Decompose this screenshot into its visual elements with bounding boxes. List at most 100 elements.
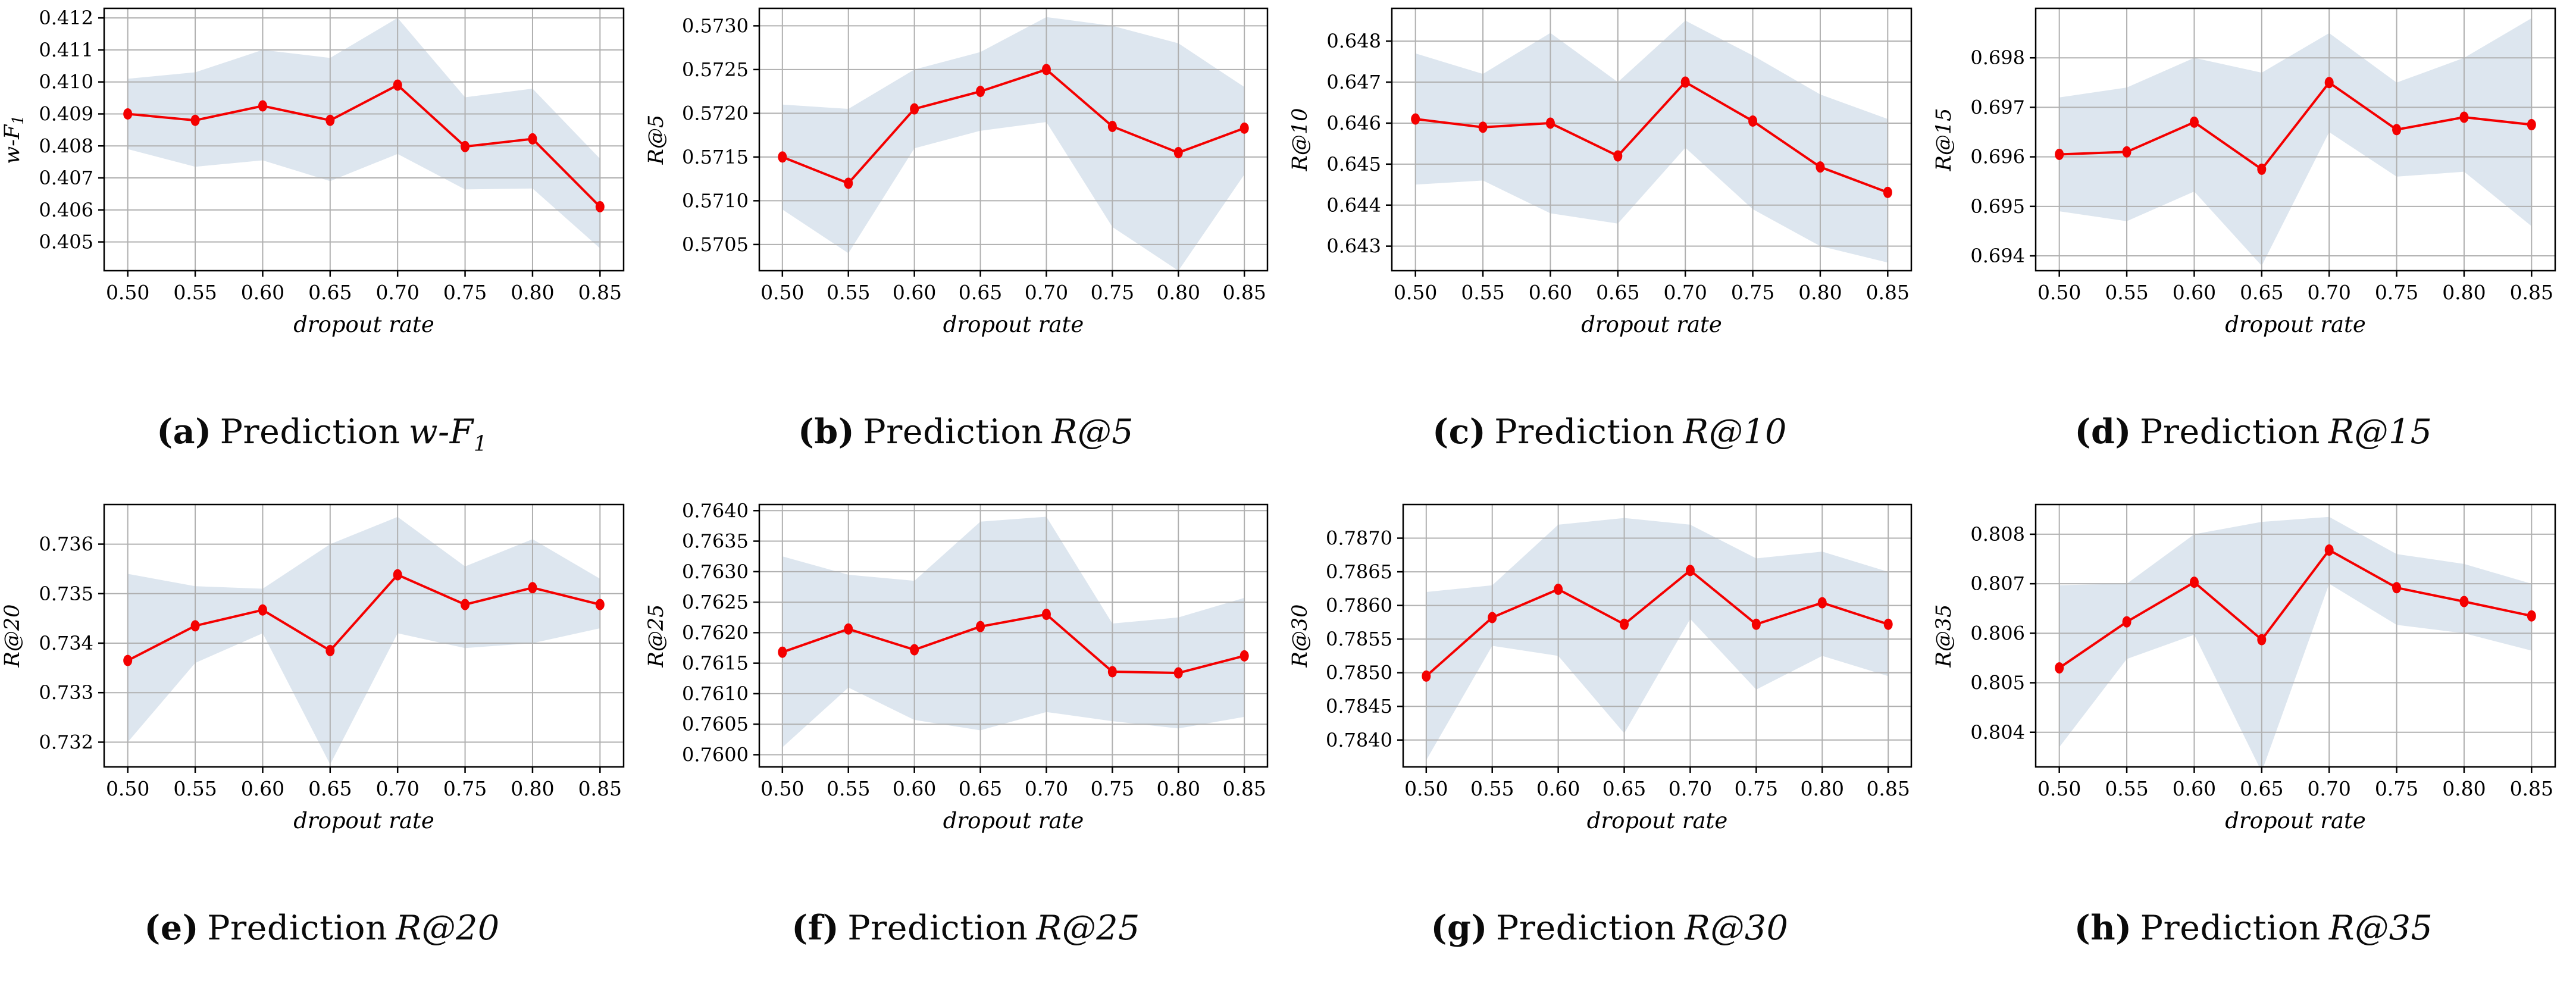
- x-tick-labels: 0.50 0.55 0.60 0.65 0.70 0.75 0.80 0.85: [2037, 281, 2553, 304]
- chart-d-plot: 0.694 0.695 0.696 0.697 0.698 0.50 0.55 0.60 0.6…: [1932, 7, 2556, 337]
- svg-text:0.70: 0.70: [1025, 281, 1068, 304]
- svg-text:0.65: 0.65: [1596, 281, 1639, 304]
- y-tick-labels: 0.405 0.406 0.407 0.408 0.409 0.410 0.411 0.412: [39, 7, 93, 253]
- svg-text:0.85: 0.85: [2510, 777, 2553, 800]
- svg-text:0.5715: 0.5715: [682, 146, 749, 168]
- data-point-markers: [2055, 544, 2536, 674]
- svg-text:0.407: 0.407: [39, 167, 93, 189]
- y-axis-label: R@5: [644, 115, 668, 165]
- svg-text:0.5720: 0.5720: [682, 102, 749, 124]
- tick-marks: [2030, 57, 2533, 277]
- svg-text:0.65: 0.65: [2240, 281, 2283, 304]
- y-axis-label: R@10: [1288, 108, 1312, 172]
- svg-text:0.7840: 0.7840: [1326, 729, 1392, 751]
- chart-c-caption: (c) Prediction R@10: [1288, 412, 1932, 456]
- metric-line: [127, 83, 601, 208]
- x-axis-label: dropout rate: [293, 312, 434, 337]
- metric-line: [2058, 548, 2532, 669]
- svg-text:0.647: 0.647: [1326, 71, 1381, 93]
- svg-text:0.65: 0.65: [2240, 777, 2283, 800]
- chart-g-plot: 0.7840 0.7845 0.7850 0.7855 0.7860 0.7865 0.78…: [1288, 503, 1913, 834]
- svg-text:0.75: 0.75: [2375, 281, 2418, 304]
- chart-f-plot: 0.7600 0.7605 0.7610 0.7615 0.7620 0.7625 0.76…: [644, 499, 1269, 834]
- svg-text:0.7610: 0.7610: [682, 682, 749, 705]
- data-point-markers: [2055, 77, 2536, 175]
- caption-metric: R@30: [1684, 909, 1789, 948]
- x-tick-labels: 0.50 0.55 0.60 0.65 0.70 0.75 0.80 0.85: [760, 281, 1266, 304]
- svg-text:0.408: 0.408: [39, 134, 93, 157]
- x-axis-label: dropout rate: [1581, 312, 1722, 337]
- chart-e-plot: 0.732 0.733 0.734 0.735 0.736 0.50 0.55 0.60 0.6…: [1, 503, 625, 834]
- svg-text:0.7605: 0.7605: [682, 713, 749, 735]
- gridlines: [1403, 505, 1911, 767]
- svg-text:0.7850: 0.7850: [1326, 662, 1392, 684]
- caption-word: Prediction: [2139, 412, 2320, 452]
- chart-cell-b: 0.5705 0.5710 0.5715 0.5720 0.5725 0.5730 0.50…: [644, 0, 1288, 496]
- x-tick-labels: 0.50 0.55 0.60 0.65 0.70 0.75 0.80 0.85: [106, 777, 622, 800]
- x-tick-labels: 0.50 0.55 0.60 0.65 0.70 0.75 0.80 0.85: [106, 281, 622, 304]
- y-axis-label: R@30: [1288, 604, 1312, 668]
- caption-letter: (c): [1432, 412, 1486, 452]
- chart-g-caption: (g) Prediction R@30: [1288, 908, 1932, 952]
- svg-text:0.694: 0.694: [1970, 245, 2025, 267]
- y-axis-label: R@35: [1932, 604, 1956, 668]
- plot-border: [1402, 503, 1913, 768]
- caption-word: Prediction: [847, 909, 1028, 948]
- svg-text:0.80: 0.80: [1798, 281, 1842, 304]
- svg-text:0.7615: 0.7615: [682, 652, 749, 675]
- svg-text:0.65: 0.65: [308, 777, 352, 800]
- data-point-markers: [1422, 565, 1893, 682]
- svg-text:0.50: 0.50: [760, 777, 804, 800]
- caption-metric: R@5: [1051, 412, 1134, 452]
- svg-text:0.7860: 0.7860: [1326, 594, 1392, 617]
- svg-text:0.80: 0.80: [1157, 777, 1200, 800]
- svg-text:0.7640: 0.7640: [682, 499, 749, 522]
- chart-h-caption: (h) Prediction R@35: [1932, 908, 2575, 952]
- caption-metric-subscript: 1: [473, 431, 487, 456]
- svg-text:0.55: 0.55: [1470, 777, 1514, 800]
- metric-line: [2059, 81, 2532, 171]
- caption-metric: R@20: [396, 909, 500, 948]
- tick-marks: [2030, 533, 2533, 773]
- svg-text:0.7870: 0.7870: [1326, 527, 1392, 550]
- data-point-markers: [1411, 76, 1892, 198]
- svg-text:0.80: 0.80: [1157, 281, 1200, 304]
- plot-border: [103, 7, 625, 272]
- svg-text:0.645: 0.645: [1326, 153, 1381, 176]
- svg-text:0.697: 0.697: [1970, 96, 2025, 118]
- plot-border: [758, 503, 1269, 768]
- svg-text:0.75: 0.75: [1091, 777, 1134, 800]
- confidence-band: [127, 18, 600, 249]
- x-axis-label: dropout rate: [2225, 312, 2366, 337]
- metric-line: [782, 613, 1245, 675]
- plot-border: [1391, 7, 1913, 272]
- svg-text:0.70: 0.70: [2307, 281, 2350, 304]
- svg-text:0.70: 0.70: [1663, 281, 1707, 304]
- metric-line: [127, 573, 600, 662]
- svg-text:0.696: 0.696: [1970, 146, 2025, 168]
- chart-h-plot: 0.804 0.805 0.806 0.807 0.808 0.50 0.55 0.60 0.6…: [1932, 503, 2556, 834]
- svg-text:0.648: 0.648: [1326, 30, 1381, 52]
- chart-cell-g: 0.7840 0.7845 0.7850 0.7855 0.7860 0.7865 0.78…: [1288, 496, 1932, 992]
- metric-line: [782, 68, 1245, 185]
- svg-text:0.60: 0.60: [1536, 777, 1580, 800]
- caption-metric: R@10: [1683, 412, 1787, 452]
- y-tick-labels: 0.5705 0.5710 0.5715 0.5720 0.5725 0.5730: [682, 14, 749, 255]
- x-tick-labels: 0.50 0.55 0.60 0.65 0.70 0.75 0.80 0.85: [1404, 777, 1910, 800]
- svg-text:0.55: 0.55: [173, 777, 217, 800]
- svg-text:0.85: 0.85: [1222, 281, 1266, 304]
- svg-text:0.410: 0.410: [39, 71, 93, 93]
- metric-line: [1415, 80, 1889, 194]
- svg-text:0.50: 0.50: [2037, 281, 2081, 304]
- tick-marks: [98, 543, 601, 773]
- gridlines: [104, 8, 624, 271]
- svg-text:0.70: 0.70: [1669, 777, 1712, 800]
- caption-metric: w-F: [408, 412, 474, 452]
- svg-text:0.75: 0.75: [1735, 777, 1778, 800]
- chart-a-caption: (a) Prediction w-F1: [0, 412, 644, 456]
- svg-text:0.643: 0.643: [1326, 235, 1381, 258]
- svg-text:0.644: 0.644: [1326, 194, 1381, 217]
- svg-text:0.60: 0.60: [1529, 281, 1572, 304]
